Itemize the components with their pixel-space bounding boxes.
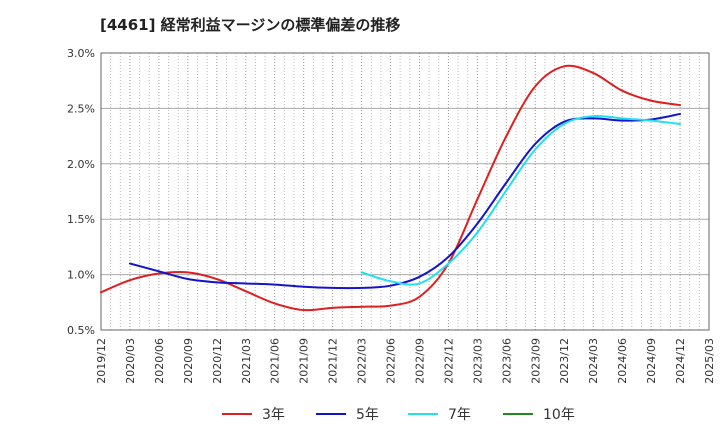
x-tick-label: 2024/06 (616, 338, 629, 384)
plot-area-border (100, 52, 710, 331)
x-tick-label: 2020/06 (153, 338, 166, 384)
y-tick-label: 1.0% (67, 269, 95, 282)
legend-label-3: 10年 (543, 407, 575, 423)
series-line-0 (100, 64, 682, 312)
y-tick-label: 2.0% (67, 158, 95, 171)
series-line-2 (360, 114, 682, 286)
x-tick-label: 2025/03 (703, 338, 716, 384)
x-tick-label: 2022/09 (413, 338, 426, 384)
x-tick-label: 2022/12 (442, 338, 455, 384)
x-tick-label: 2020/12 (211, 338, 224, 384)
x-tick-label: 2020/09 (182, 338, 195, 384)
x-tick-label: 2022/03 (356, 338, 369, 384)
x-tick-label: 2024/03 (587, 338, 600, 384)
series-line-1 (128, 112, 682, 290)
x-tick-label: 2022/06 (385, 338, 398, 384)
y-tick-label: 0.5% (67, 324, 95, 337)
x-tick-label: 2021/03 (240, 338, 253, 384)
chart-title: [4461] 経常利益マージンの標準偏差の推移 (100, 16, 401, 34)
x-tick-label: 2019/12 (95, 338, 108, 384)
x-tick-label: 2021/12 (327, 338, 340, 384)
x-tick-label: 2020/03 (124, 338, 137, 384)
x-tick-label: 2023/06 (500, 338, 513, 384)
y-tick-label: 1.5% (67, 213, 95, 226)
x-tick-label: 2024/09 (645, 338, 658, 384)
x-tick-label: 2023/12 (558, 338, 571, 384)
x-tick-label: 2024/12 (674, 338, 687, 384)
x-tick-label: 2021/06 (269, 338, 282, 384)
legend-label-0: 3年 (262, 407, 285, 423)
x-tick-label: 2023/09 (529, 338, 542, 384)
y-tick-label: 2.5% (67, 102, 95, 115)
x-tick-label: 2021/09 (298, 338, 311, 384)
legend-label-2: 7年 (448, 407, 471, 423)
legend-label-1: 5年 (356, 407, 379, 423)
x-tick-label: 2023/03 (471, 338, 484, 384)
y-tick-label: 3.0% (67, 47, 95, 60)
